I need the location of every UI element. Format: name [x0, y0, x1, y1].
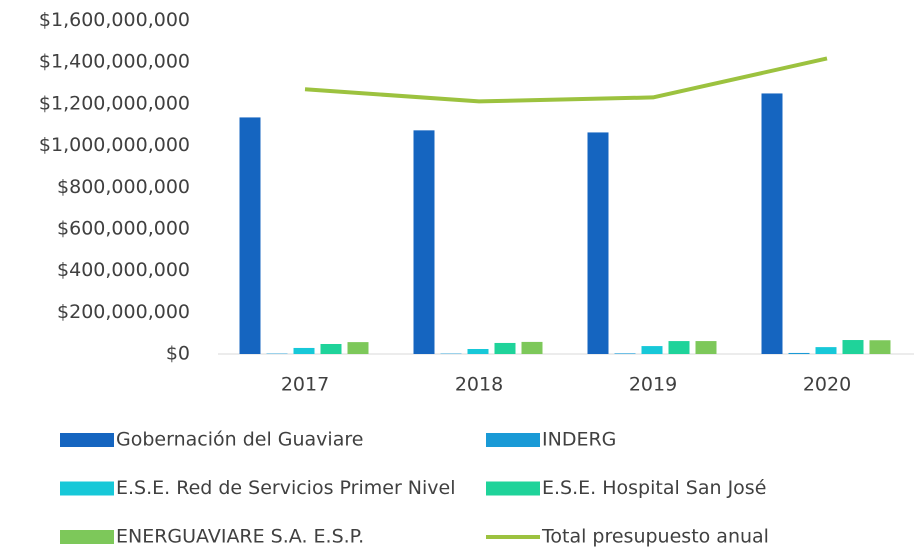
- x-tick-label: 2020: [803, 374, 851, 396]
- bar: [467, 348, 489, 354]
- legend-swatch: [60, 481, 114, 496]
- y-tick-label: $200,000,000: [57, 301, 190, 323]
- bar: [641, 346, 663, 354]
- bar: [494, 342, 516, 354]
- y-tick-label: $800,000,000: [57, 176, 190, 198]
- legend-swatch: [486, 433, 540, 447]
- bar: [413, 130, 435, 354]
- legend-swatch: [60, 433, 114, 447]
- legend-label: ENERGUAVIARE S.A. E.S.P.: [116, 526, 364, 547]
- x-tick-label: 2018: [455, 374, 503, 396]
- legend-swatch: [60, 530, 114, 544]
- y-tick-label: $1,600,000,000: [39, 9, 190, 31]
- y-tick-label: $1,000,000,000: [39, 134, 190, 156]
- y-tick-label: $0: [166, 343, 190, 365]
- legend-label: E.S.E. Hospital San José: [542, 477, 766, 499]
- bar: [761, 93, 783, 354]
- bar: [293, 347, 315, 354]
- bar: [521, 341, 543, 354]
- bar: [320, 343, 342, 354]
- bar: [788, 352, 810, 354]
- bar: [695, 341, 717, 354]
- legend-label: E.S.E. Red de Servicios Primer Nivel: [116, 477, 456, 499]
- bar: [668, 341, 690, 354]
- bar: [869, 340, 891, 354]
- bar: [842, 340, 864, 354]
- legend-label: Gobernación del Guaviare: [116, 429, 363, 451]
- legend-label: Total presupuesto anual: [541, 526, 769, 547]
- line: [304, 56, 828, 104]
- legend-swatch: [486, 481, 540, 496]
- x-tick-label: 2017: [281, 374, 329, 396]
- y-tick-label: $600,000,000: [57, 217, 190, 239]
- bar: [239, 117, 261, 355]
- bar: [347, 342, 369, 354]
- legend-label: INDERG: [542, 429, 616, 451]
- x-tick-label: 2019: [629, 374, 677, 396]
- bar: [815, 347, 837, 354]
- y-tick-label: $1,200,000,000: [39, 92, 190, 114]
- y-tick-label: $1,400,000,000: [39, 51, 190, 73]
- y-tick-label: $400,000,000: [57, 259, 190, 281]
- bar: [614, 353, 636, 354]
- bar: [587, 132, 609, 354]
